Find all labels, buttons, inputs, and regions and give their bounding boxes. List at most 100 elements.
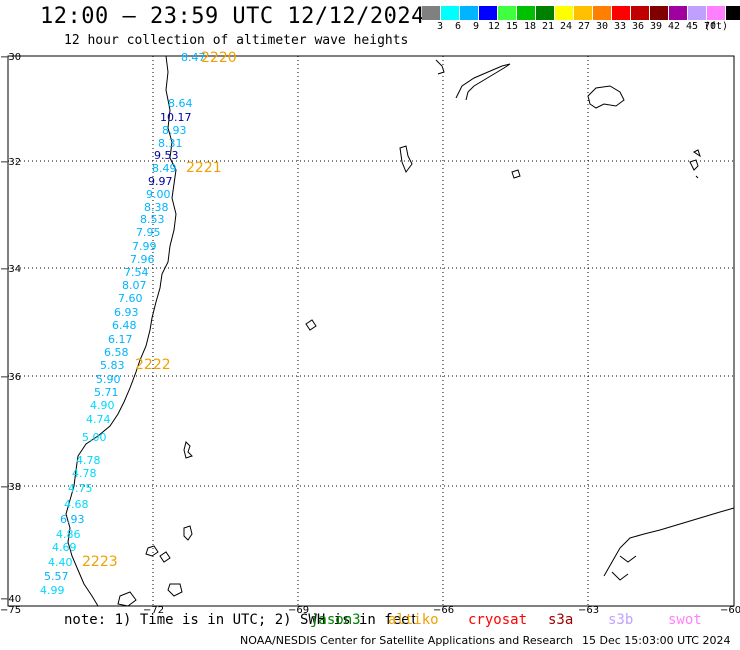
legend-swatch: [479, 6, 498, 20]
wave-height-value: 8.93: [162, 124, 187, 137]
legend-tick-label: 9: [472, 21, 480, 32]
wave-height-value: 6.58: [104, 346, 129, 359]
wave-height-value: 5.71: [94, 386, 119, 399]
wave-height-value: 7.99: [132, 240, 157, 253]
wave-height-value: 8.53: [140, 213, 165, 226]
legend-tick-label: 15: [505, 21, 519, 32]
wave-height-value: 6.93: [60, 513, 85, 526]
wave-height-value: 4.78: [72, 467, 97, 480]
peninsula-valdes: [587, 85, 625, 109]
wave-height-labels: 8.47 8.6410.178.938.319.538.499.979.008.3…: [40, 51, 206, 597]
legend-tick-label: 6: [454, 21, 462, 32]
wave-height-value: 6.17: [108, 333, 133, 346]
legend-swatch: [612, 6, 631, 20]
pass-time-labels: 2220 2221 2222 2223: [82, 50, 237, 570]
pass-time-label: 2220: [201, 50, 237, 66]
lat-label: −30: [0, 52, 21, 63]
wave-height-value: 8.07: [122, 279, 147, 292]
legend-tick-label: 12: [487, 21, 501, 32]
credit-line: NOAA/NESDIS Center for Satellite Applica…: [240, 634, 574, 647]
satellite-s3a: s3a: [548, 612, 574, 628]
longitude-labels: −75 −72 −69 −66 −63 −60: [0, 605, 740, 616]
graticule: [8, 56, 734, 606]
patagonia-coast-south: [603, 507, 735, 581]
coast-fragment-east: [689, 149, 701, 179]
legend-swatch: [593, 6, 612, 20]
wave-height-value: 9.00: [146, 188, 171, 201]
color-scale-legend: [422, 6, 740, 21]
wave-height-value: 4.78: [76, 454, 101, 467]
legend-tick-label: 21: [541, 21, 555, 32]
legend-tick-label: 39: [649, 21, 663, 32]
chile-coastline: [65, 55, 177, 607]
wave-height-value: 4.74: [86, 413, 111, 426]
satellite-jason3: jason3: [310, 612, 361, 628]
legend-swatch: [555, 6, 574, 20]
wave-height-value: 8.47: [181, 51, 206, 64]
wave-height-value: 7.95: [136, 226, 161, 239]
legend-tick-label: 30: [595, 21, 609, 32]
lon-label: −63: [578, 605, 599, 616]
wave-height-value: 8.38: [144, 201, 169, 214]
lon-label: −75: [0, 605, 21, 616]
coast-fragment-32s: [399, 145, 521, 179]
lon-label: −69: [288, 605, 309, 616]
legend-swatch: [707, 6, 726, 20]
juan-fernandez-islands: [305, 319, 317, 331]
lat-label: −36: [0, 372, 21, 383]
map-frame: [7, 55, 735, 607]
legend-tick-label: 3: [436, 21, 444, 32]
wave-height-value: 6.48: [112, 319, 137, 332]
wave-height-value: 5.57: [44, 570, 69, 583]
pass-time-label: 2222: [135, 357, 171, 373]
wave-height-value: 4.75: [68, 482, 93, 495]
wave-height-value: 10.17: [160, 111, 192, 124]
wave-height-value: 7.54: [124, 266, 149, 279]
wave-height-value: 4.69: [52, 541, 77, 554]
argentina-coast-north: [435, 59, 511, 101]
wave-height-value: 8.31: [158, 137, 183, 150]
wave-height-value: 8.64: [168, 97, 193, 110]
wave-height-value: 4.40: [48, 556, 73, 569]
wave-height-value: 7.60: [118, 292, 143, 305]
lon-label: −60: [720, 605, 740, 616]
satellite-cryosat: cryosat: [468, 612, 528, 628]
satellite-s3b: s3b: [608, 612, 634, 628]
legend-swatch: [422, 6, 441, 20]
lat-label: −40: [0, 594, 21, 605]
satellite-altiko: altiko: [388, 612, 439, 628]
lon-label: −66: [433, 605, 454, 616]
pass-time-label: 2223: [82, 554, 118, 570]
coastal-islands: [117, 441, 193, 607]
legend-swatch: [441, 6, 460, 20]
map-subtitle: 12 hour collection of altimeter wave hei…: [64, 33, 409, 48]
wave-height-value: 4.90: [90, 399, 115, 412]
wave-height-value: 5.90: [96, 373, 121, 386]
legend-swatch: [498, 6, 517, 20]
latitude-labels: −30 −32 −34 −36 −38 −40: [0, 52, 21, 605]
lat-label: −38: [0, 482, 21, 493]
legend-swatch: [460, 6, 479, 20]
pass-time-label: 2221: [186, 160, 222, 176]
legend-swatch: [517, 6, 536, 20]
units-note: note: 1) Time is in UTC; 2) SWH is in fe…: [64, 612, 419, 628]
legend-tick-label: 70: [703, 21, 717, 32]
generated-time: 15 Dec 15:03:00 UTC 2024: [582, 634, 731, 647]
wave-height-value: 4.86: [56, 528, 81, 541]
legend-swatch: [631, 6, 650, 20]
lat-label: −34: [0, 264, 21, 275]
lon-label: −72: [143, 605, 164, 616]
wave-height-value: 4.68: [64, 498, 89, 511]
legend-swatch: [669, 6, 688, 20]
map-title: 12:00 – 23:59 UTC 12/12/2024: [40, 4, 425, 29]
legend-tick-label: 36: [631, 21, 645, 32]
legend-tick-label: 24: [559, 21, 573, 32]
legend-tick-label: 18: [523, 21, 537, 32]
legend-swatch: [536, 6, 555, 20]
legend-swatch: [650, 6, 669, 20]
wave-height-value: 7.96: [130, 253, 155, 266]
legend-tick-label: 27: [577, 21, 591, 32]
wave-height-value: 8.49: [152, 162, 177, 175]
wave-height-value: 9.97: [148, 175, 173, 188]
